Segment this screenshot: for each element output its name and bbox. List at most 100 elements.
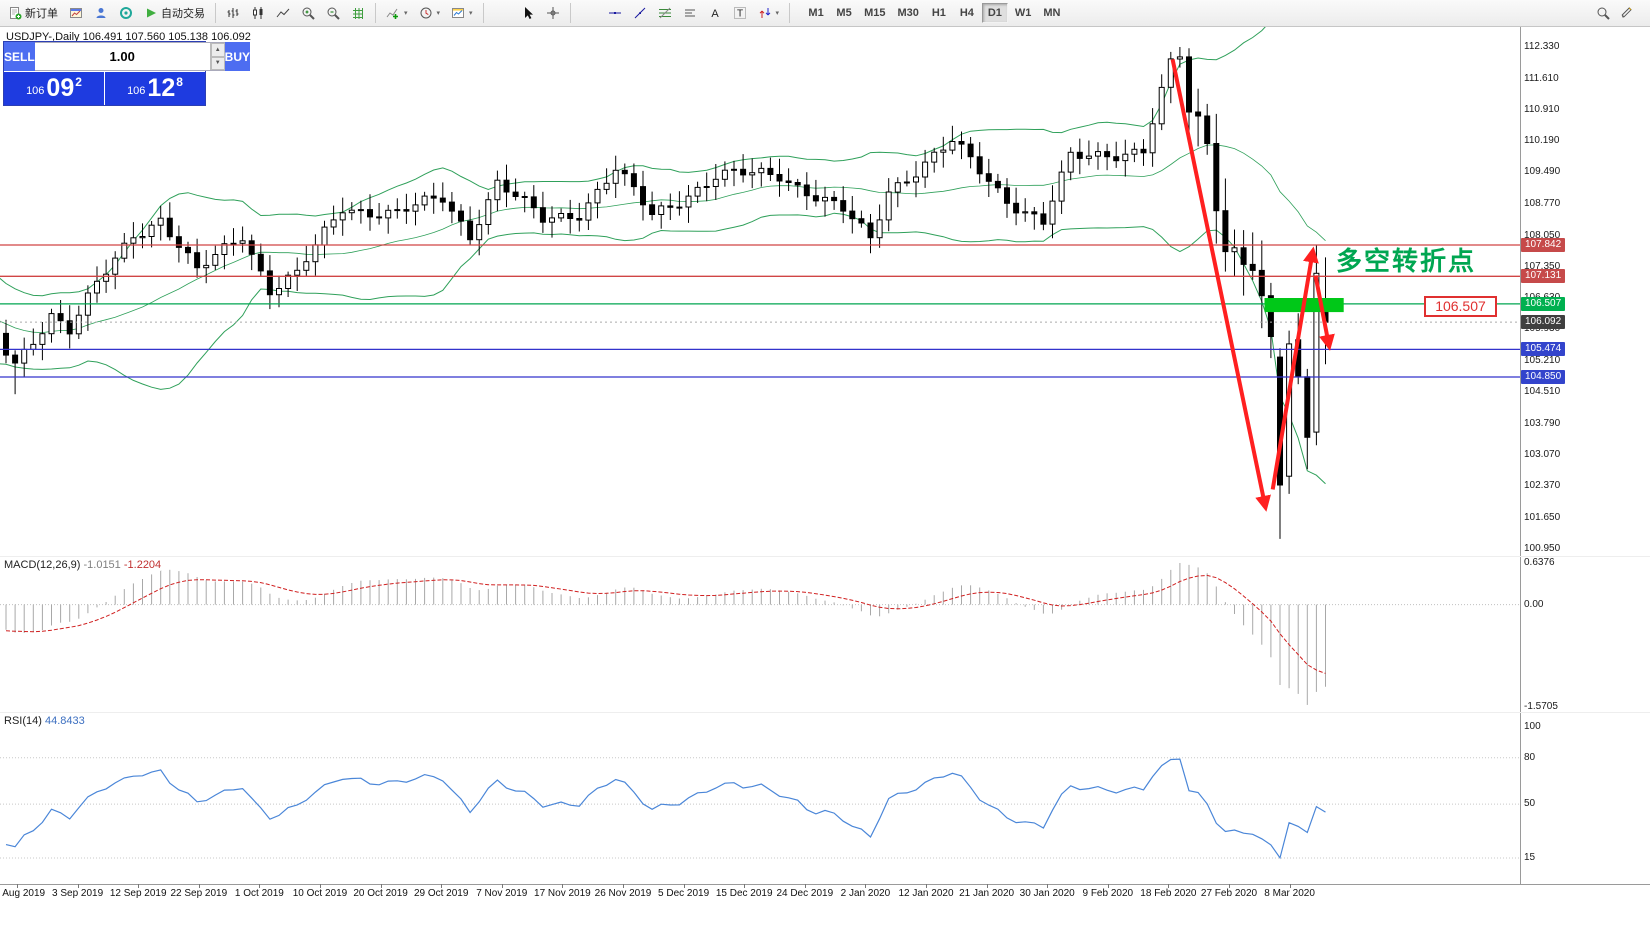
grid-icon[interactable] bbox=[346, 2, 370, 24]
new-order-button[interactable]: 新订单 bbox=[3, 2, 63, 24]
sell-price-pip: 2 bbox=[75, 74, 82, 89]
one-click-trading-panel: SELL ▲ ▼ BUY 106 09 2 106 bbox=[4, 42, 251, 105]
date-label: 7 Nov 2019 bbox=[476, 888, 528, 899]
price-axis-label: 104.510 bbox=[1524, 385, 1561, 397]
indicators-menu-button[interactable]: ▾ bbox=[381, 2, 413, 24]
new-order-label: 新订单 bbox=[25, 8, 58, 20]
date-label: 9 Feb 2020 bbox=[1082, 888, 1134, 899]
timeframe-M15[interactable]: M15 bbox=[859, 3, 890, 23]
community-icon[interactable] bbox=[114, 2, 138, 24]
rsi-label: RSI(14) 44.8433 bbox=[4, 715, 85, 727]
timeframe-M1[interactable]: M1 bbox=[803, 3, 829, 23]
buy-price-pip: 8 bbox=[176, 74, 183, 89]
price-axis-label: 109.490 bbox=[1524, 166, 1561, 178]
timeframe-H1[interactable]: H1 bbox=[926, 3, 952, 23]
trendline-tool-icon[interactable] bbox=[628, 2, 652, 24]
macd-axis-label: -1.5705 bbox=[1524, 701, 1558, 712]
objects-list-icon[interactable] bbox=[678, 2, 702, 24]
date-tick bbox=[1107, 884, 1109, 888]
date-tick bbox=[926, 884, 927, 888]
search-icon[interactable] bbox=[1591, 2, 1615, 24]
arrows-tool-button[interactable]: ▾ bbox=[753, 2, 785, 24]
date-tick bbox=[198, 884, 200, 888]
candlestick-chart-icon[interactable] bbox=[246, 2, 270, 24]
timeframe-D1[interactable]: D1 bbox=[981, 3, 1008, 23]
time-axis[interactable] bbox=[0, 884, 1650, 902]
timeframe-W1[interactable]: W1 bbox=[1010, 3, 1037, 23]
date-label: 15 Dec 2019 bbox=[715, 888, 773, 899]
date-label: 3 Sep 2019 bbox=[52, 888, 104, 899]
buy-price-button[interactable]: 106 12 8 bbox=[105, 72, 205, 105]
crosshair-tool-icon[interactable] bbox=[541, 2, 565, 24]
autotrading-label: 自动交易 bbox=[161, 8, 205, 20]
cursor-tool-icon[interactable] bbox=[516, 2, 540, 24]
macd-axis-label: 0.00 bbox=[1524, 598, 1544, 610]
date-label: 5 Dec 2019 bbox=[658, 888, 710, 899]
sell-price-button[interactable]: 106 09 2 bbox=[4, 72, 104, 105]
profile-icon[interactable] bbox=[89, 2, 113, 24]
timeframe-M5[interactable]: M5 bbox=[831, 3, 857, 23]
date-tick bbox=[986, 884, 988, 888]
price-axis-label: 107.350 bbox=[1524, 260, 1561, 272]
text-tool-icon[interactable]: A bbox=[703, 2, 727, 24]
bar-chart-icon[interactable] bbox=[221, 2, 245, 24]
date-tick bbox=[1289, 884, 1291, 888]
volume-input[interactable] bbox=[34, 43, 210, 70]
date-label: 26 Nov 2019 bbox=[594, 888, 652, 899]
date-tick bbox=[501, 884, 503, 888]
toolbar-separator bbox=[215, 3, 216, 23]
chart-window-icon[interactable] bbox=[64, 2, 88, 24]
date-label: 22 Sep 2019 bbox=[170, 888, 228, 899]
zoom-in-icon[interactable] bbox=[296, 2, 320, 24]
horizontal-line-tool-icon[interactable] bbox=[603, 2, 627, 24]
rsi-pane-divider[interactable] bbox=[0, 712, 1650, 713]
timeframe-M30[interactable]: M30 bbox=[892, 3, 923, 23]
price-callout-box: 106.507 bbox=[1424, 296, 1497, 317]
toolbar-separator bbox=[789, 3, 791, 23]
date-tick bbox=[441, 884, 443, 888]
edit-pencil-icon[interactable] bbox=[1615, 2, 1639, 24]
rsi-axis-label: 100 bbox=[1524, 721, 1541, 732]
volume-up-button[interactable]: ▲ bbox=[210, 43, 225, 57]
date-label: 25 Aug 2019 bbox=[0, 888, 46, 899]
sell-button[interactable]: SELL bbox=[4, 42, 35, 71]
line-chart-icon[interactable] bbox=[271, 2, 295, 24]
date-tick bbox=[804, 884, 806, 888]
templates-menu-button[interactable]: ▾ bbox=[446, 2, 478, 24]
buy-price-prefix: 106 bbox=[127, 84, 146, 97]
buy-button[interactable]: BUY bbox=[224, 42, 251, 71]
macd-pane-divider[interactable] bbox=[0, 556, 1650, 557]
timeframe-MN[interactable]: MN bbox=[1038, 3, 1065, 23]
price-tag-107.131: 107.131 bbox=[1521, 269, 1566, 284]
timeframe-H4[interactable]: H4 bbox=[954, 3, 980, 23]
price-axis-label: 110.910 bbox=[1524, 103, 1560, 115]
price-axis-label: 103.070 bbox=[1524, 449, 1561, 461]
price-tag-104.850: 104.850 bbox=[1521, 369, 1566, 384]
price-axis-label: 103.790 bbox=[1524, 417, 1561, 429]
text-label-tool-icon[interactable]: T bbox=[728, 2, 752, 24]
fibonacci-tool-icon[interactable] bbox=[653, 2, 677, 24]
zoom-out-icon[interactable] bbox=[321, 2, 345, 24]
periods-menu-button[interactable]: ▾ bbox=[414, 2, 446, 24]
price-axis-label: 108.770 bbox=[1524, 198, 1561, 210]
turning-point-annotation: 多空转折点 bbox=[1336, 246, 1477, 276]
date-label: 10 Oct 2019 bbox=[292, 888, 348, 899]
date-tick bbox=[17, 884, 18, 888]
date-tick bbox=[865, 884, 867, 888]
price-axis-label: 111.610 bbox=[1524, 72, 1559, 84]
chart-symbol-label: USDJPY-,Daily 106.491 107.560 105.138 10… bbox=[6, 31, 251, 43]
date-label: 27 Feb 2020 bbox=[1200, 888, 1258, 899]
date-label: 21 Jan 2020 bbox=[959, 888, 1015, 899]
date-label: 29 Oct 2019 bbox=[413, 888, 469, 899]
sell-price-prefix: 106 bbox=[26, 84, 45, 97]
chart-window[interactable]: USDJPY-,Daily 106.491 107.560 105.138 10… bbox=[0, 27, 1650, 951]
date-tick bbox=[320, 884, 321, 888]
date-label: 1 Oct 2019 bbox=[234, 888, 284, 899]
volume-down-button[interactable]: ▼ bbox=[210, 56, 225, 70]
price-tag-105.474: 105.474 bbox=[1521, 342, 1566, 357]
indicators-icon bbox=[386, 8, 398, 19]
autotrading-button[interactable]: 自动交易 bbox=[139, 2, 210, 24]
toolbar-separator bbox=[375, 3, 376, 23]
price-chart-canvas[interactable] bbox=[0, 27, 1650, 951]
